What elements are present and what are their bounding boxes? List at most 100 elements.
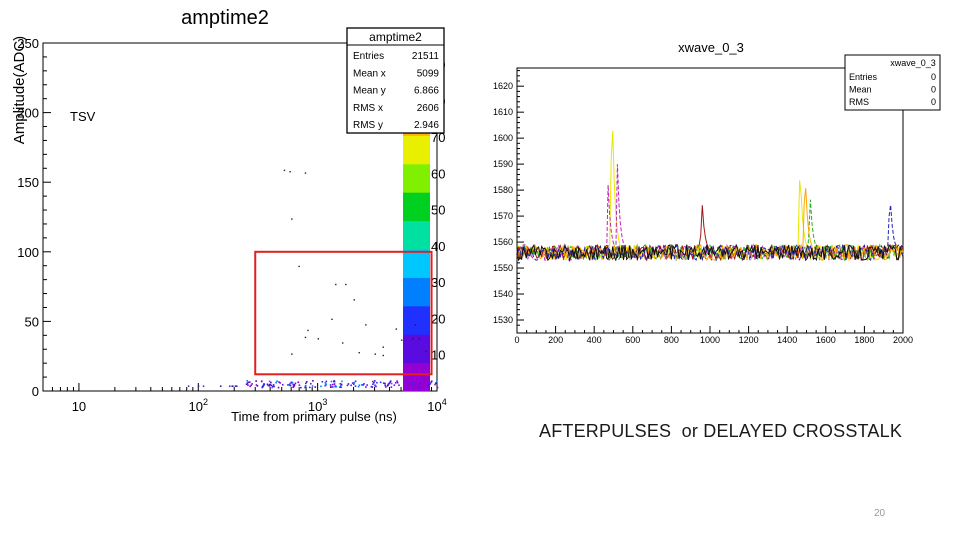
- left-chart-title: amptime2: [181, 7, 269, 29]
- left-band-point: [389, 381, 391, 383]
- left-stats-label: Entries: [353, 51, 384, 62]
- right-stats-value: 0: [931, 97, 936, 107]
- right-x-tick-label: 1200: [739, 335, 759, 345]
- left-band-point: [427, 386, 430, 389]
- left-band-point: [261, 380, 263, 382]
- colorbar-label: 10: [431, 348, 445, 363]
- left-x-axis-label: Time from primary pulse (ns): [231, 409, 397, 424]
- left-band-point: [266, 383, 269, 386]
- left-band-point: [275, 381, 277, 384]
- right-x-tick-label: 1800: [854, 335, 874, 345]
- right-stats-title: xwave_0_3: [890, 58, 936, 68]
- left-band-point: [255, 384, 258, 386]
- left-band-point: [279, 382, 281, 384]
- right-y-tick-label: 1570: [493, 211, 513, 221]
- left-band-point: [297, 381, 300, 384]
- left-band-point: [289, 384, 292, 387]
- left-band-point: [428, 384, 431, 387]
- left-band-point: [430, 380, 433, 383]
- left-band-point: [277, 386, 280, 389]
- left-stats-label: Mean y: [353, 86, 386, 97]
- left-y-tick-label: 150: [17, 175, 39, 190]
- left-scatter-point: [283, 169, 286, 172]
- left-band-point: [273, 385, 275, 388]
- page-number: 20: [874, 508, 886, 519]
- left-band-point: [303, 386, 306, 389]
- colorbar-label: 60: [431, 166, 445, 181]
- colorbar-label: 30: [431, 275, 445, 290]
- left-band-point: [309, 382, 312, 385]
- left-band-point: [394, 382, 397, 384]
- left-band-point: [292, 385, 295, 388]
- left-band-point: [352, 383, 355, 386]
- left-band-point: [435, 382, 437, 384]
- left-band-point: [305, 381, 308, 383]
- left-band-point: [436, 380, 438, 383]
- left-band-point: [220, 385, 222, 387]
- left-band-point: [248, 381, 251, 383]
- left-band-point: [375, 385, 377, 388]
- left-band-point: [292, 383, 295, 386]
- right-y-tick-label: 1610: [493, 107, 513, 117]
- left-stats-label: RMS y: [353, 120, 383, 131]
- left-scatter-point: [345, 283, 347, 286]
- left-scatter-point: [382, 346, 384, 348]
- left-band-point: [358, 384, 361, 387]
- right-x-tick-label: 0: [514, 335, 519, 345]
- left-band-point: [267, 384, 269, 387]
- left-band-point: [365, 386, 367, 388]
- colorbar-segment: [403, 220, 430, 250]
- left-band-point: [290, 381, 292, 384]
- left-band-point: [414, 383, 417, 386]
- left-band-point: [396, 381, 399, 384]
- left-y-tick-label: 200: [17, 106, 39, 121]
- left-band-point: [427, 382, 429, 385]
- left-band-point: [376, 381, 378, 384]
- left-band-point: [373, 381, 375, 384]
- right-stats-label: Entries: [849, 72, 878, 82]
- right-stats-value: 0: [931, 72, 936, 82]
- right-y-tick-label: 1550: [493, 263, 513, 273]
- left-y-tick-label: 50: [25, 314, 39, 329]
- left-annotation-tsv: TSV: [70, 109, 96, 124]
- left-band-point: [385, 386, 387, 388]
- left-band-point: [236, 385, 238, 387]
- left-band-point: [417, 384, 419, 387]
- left-band-point: [325, 380, 328, 383]
- left-scatter-point: [304, 336, 307, 339]
- left-scatter-point: [412, 338, 414, 340]
- left-band-point: [333, 383, 336, 385]
- left-band-point: [333, 380, 336, 383]
- left-band-point: [388, 382, 391, 384]
- left-band-point: [340, 386, 342, 389]
- left-band-point: [247, 384, 249, 386]
- left-scatter-point: [425, 350, 427, 353]
- left-band-point: [339, 385, 342, 387]
- left-band-point: [387, 384, 389, 387]
- left-band-point: [339, 382, 342, 385]
- left-band-point: [346, 384, 349, 387]
- left-scatter-point: [291, 218, 293, 220]
- left-band-point: [294, 382, 297, 385]
- left-band-point: [351, 382, 354, 384]
- right-y-tick-label: 1560: [493, 237, 513, 247]
- left-scatter-point: [317, 338, 320, 340]
- right-waveform-trace: [516, 243, 904, 263]
- left-scatter-point: [414, 324, 417, 326]
- left-scatter-point: [289, 171, 291, 173]
- right-plot-frame: [516, 67, 904, 334]
- left-band-point: [398, 384, 400, 387]
- left-band-point: [271, 385, 274, 388]
- left-band-point: [187, 385, 190, 387]
- left-scatter-point: [418, 338, 420, 340]
- left-band-point: [331, 383, 334, 386]
- right-y-tick-label: 1540: [493, 289, 513, 299]
- left-stats-label: RMS x: [353, 103, 383, 114]
- left-band-point: [404, 385, 407, 388]
- colorbar-segment: [403, 163, 430, 193]
- left-scatter-point: [353, 299, 355, 301]
- right-x-tick-label: 1000: [700, 335, 720, 345]
- left-band-point: [246, 382, 249, 385]
- left-band-point: [410, 383, 413, 386]
